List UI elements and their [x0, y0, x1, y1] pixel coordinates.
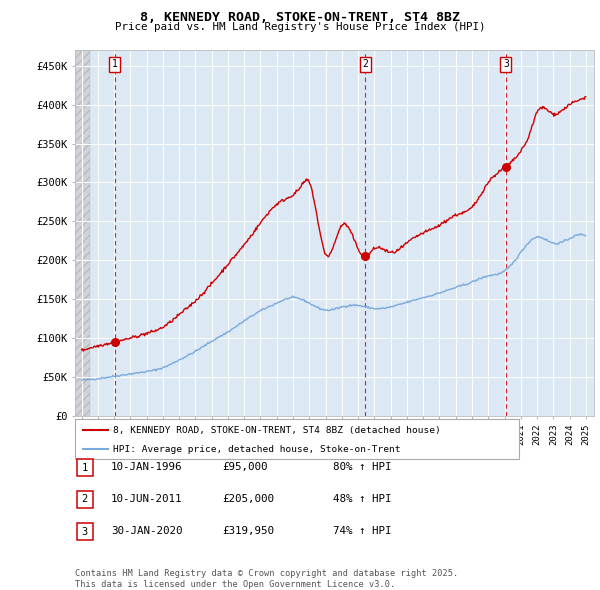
Text: 10-JUN-2011: 10-JUN-2011: [111, 494, 182, 503]
Text: 1: 1: [82, 463, 88, 473]
Text: 48% ↑ HPI: 48% ↑ HPI: [333, 494, 392, 503]
Text: 8, KENNEDY ROAD, STOKE-ON-TRENT, ST4 8BZ: 8, KENNEDY ROAD, STOKE-ON-TRENT, ST4 8BZ: [140, 11, 460, 24]
Text: 30-JAN-2020: 30-JAN-2020: [111, 526, 182, 536]
Text: HPI: Average price, detached house, Stoke-on-Trent: HPI: Average price, detached house, Stok…: [113, 445, 400, 454]
FancyBboxPatch shape: [77, 460, 92, 476]
Text: 2: 2: [82, 494, 88, 504]
Text: 2: 2: [362, 59, 368, 69]
FancyBboxPatch shape: [77, 523, 92, 540]
Text: 3: 3: [82, 527, 88, 536]
Text: £95,000: £95,000: [222, 463, 268, 472]
Text: £319,950: £319,950: [222, 526, 274, 536]
Text: 74% ↑ HPI: 74% ↑ HPI: [333, 526, 392, 536]
FancyBboxPatch shape: [77, 491, 92, 507]
Text: 80% ↑ HPI: 80% ↑ HPI: [333, 463, 392, 472]
Text: £205,000: £205,000: [222, 494, 274, 503]
FancyBboxPatch shape: [75, 419, 519, 459]
Text: 1: 1: [112, 59, 118, 69]
Text: Price paid vs. HM Land Registry's House Price Index (HPI): Price paid vs. HM Land Registry's House …: [115, 22, 485, 32]
Text: 10-JAN-1996: 10-JAN-1996: [111, 463, 182, 472]
Text: Contains HM Land Registry data © Crown copyright and database right 2025.
This d: Contains HM Land Registry data © Crown c…: [75, 569, 458, 589]
Text: 8, KENNEDY ROAD, STOKE-ON-TRENT, ST4 8BZ (detached house): 8, KENNEDY ROAD, STOKE-ON-TRENT, ST4 8BZ…: [113, 425, 440, 435]
Bar: [75, 50, 89, 416]
Text: 3: 3: [503, 59, 509, 69]
